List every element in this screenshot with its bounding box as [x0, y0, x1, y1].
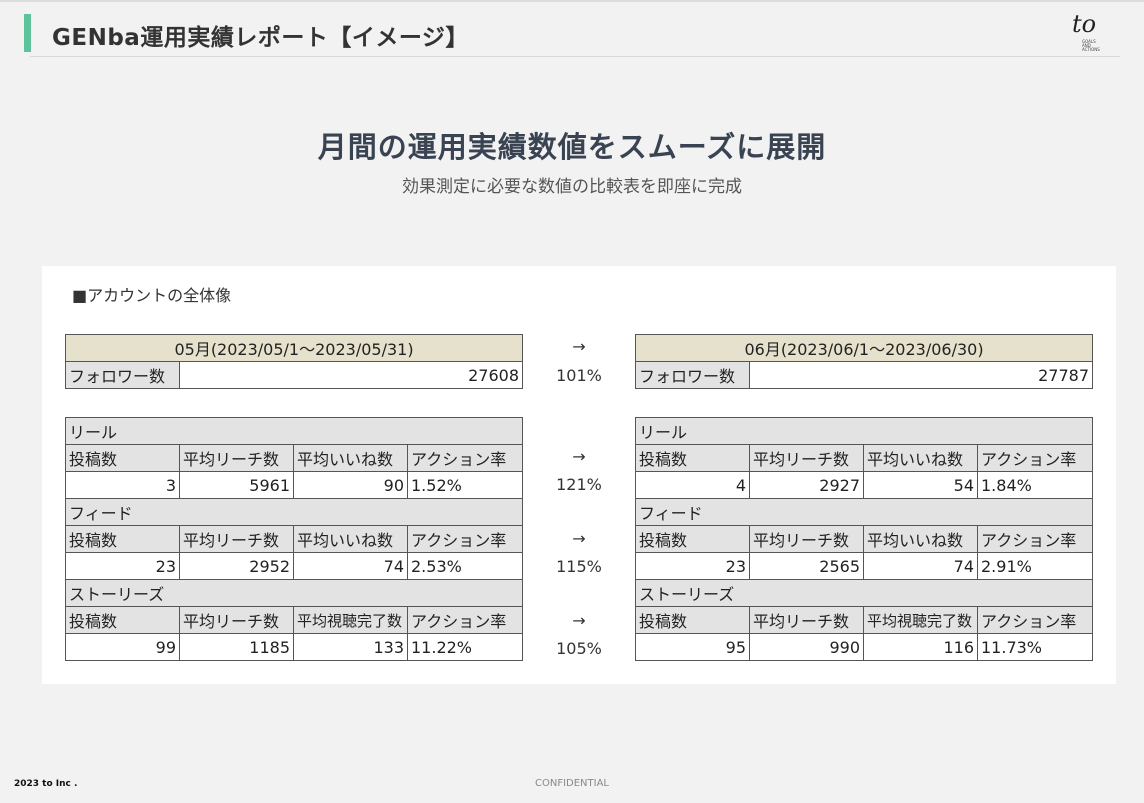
table-cell: 23: [65, 552, 180, 580]
page-title: GENba運用実績レポート【イメージ】: [52, 25, 469, 51]
column-header: 投稿数: [65, 606, 180, 634]
column-header: 平均リーチ数: [179, 606, 294, 634]
feed-ratio: 115%: [556, 557, 602, 576]
column-header: 投稿数: [635, 525, 750, 553]
top-rule: [0, 0, 1144, 2]
column-header: 平均視聴完了数: [863, 606, 978, 634]
column-header: 平均リーチ数: [749, 525, 864, 553]
column-header: 投稿数: [635, 606, 750, 634]
column-header: 平均リーチ数: [179, 525, 294, 553]
column-header: アクション率: [406, 525, 524, 553]
table-cell: 74: [863, 552, 978, 580]
table-cell: 99: [65, 633, 180, 661]
column-header: 投稿数: [65, 444, 180, 472]
right-follower-label: フォロワー数: [635, 361, 750, 389]
section-title: ■アカウントの全体像: [72, 286, 232, 305]
table-cell: 54: [863, 471, 978, 499]
column-header: アクション率: [976, 525, 1094, 553]
table-cell: 11.22%: [406, 633, 524, 661]
column-header: アクション率: [976, 606, 1094, 634]
right-follower-value: 27787: [748, 361, 1094, 389]
arrow-icon: →: [572, 611, 586, 630]
left-period: 05月(2023/05/1～2023/05/31): [64, 334, 524, 362]
left-feed-title: フィード: [64, 498, 524, 526]
logo-tagline-line: ACTIONS: [1082, 47, 1100, 52]
subheadline: 効果測定に必要な数値の比較表を即座に完成: [402, 177, 742, 197]
right-stories-title: ストーリーズ: [634, 579, 1094, 607]
column-header: アクション率: [406, 444, 524, 472]
title-divider: [30, 56, 1120, 57]
table-cell: 2.91%: [976, 552, 1094, 580]
arrow-icon: →: [572, 447, 586, 466]
table-cell: 116: [863, 633, 978, 661]
arrow-icon: →: [572, 337, 586, 356]
column-header: 平均いいね数: [863, 444, 978, 472]
logo-tagline: GOALS AND ACTIONS: [1082, 40, 1100, 52]
table-cell: 2565: [749, 552, 864, 580]
right-metrics-table: リール 投稿数 平均リーチ数 平均いいね数 アクション率 4 2927 54 1…: [634, 417, 1094, 661]
table-cell: 1.84%: [976, 471, 1094, 499]
right-feed-title: フィード: [634, 498, 1094, 526]
column-header: 平均視聴完了数: [293, 606, 408, 634]
follower-ratio: 101%: [556, 366, 602, 385]
table-cell: 1185: [179, 633, 294, 661]
table-cell: 2.53%: [406, 552, 524, 580]
table-cell: 95: [635, 633, 750, 661]
table-cell: 2927: [749, 471, 864, 499]
column-header: 投稿数: [635, 444, 750, 472]
left-metrics-table: リール 投稿数 平均リーチ数 平均いいね数 アクション率 3 5961 90 1…: [64, 417, 524, 661]
right-reel-title: リール: [634, 417, 1094, 445]
table-cell: 5961: [179, 471, 294, 499]
table-cell: 990: [749, 633, 864, 661]
table-cell: 2952: [179, 552, 294, 580]
left-reel-title: リール: [64, 417, 524, 445]
column-header: 投稿数: [65, 525, 180, 553]
logo-tagline-line: AND: [1082, 43, 1091, 48]
table-cell: 3: [65, 471, 180, 499]
column-header: アクション率: [976, 444, 1094, 472]
table-cell: 4: [635, 471, 750, 499]
headline: 月間の運用実績数値をスムーズに展開: [317, 130, 827, 164]
right-period: 06月(2023/06/1～2023/06/30): [634, 334, 1094, 362]
right-follower-table: 06月(2023/06/1～2023/06/30) フォロワー数 27787: [634, 334, 1094, 389]
logo-tagline-line: GOALS: [1082, 39, 1096, 44]
stories-ratio: 105%: [556, 639, 602, 658]
left-follower-label: フォロワー数: [65, 361, 180, 389]
company-logo: to GOALS AND ACTIONS: [1068, 10, 1110, 52]
column-header: アクション率: [406, 606, 524, 634]
column-header: 平均いいね数: [863, 525, 978, 553]
logo-mark: to: [1072, 10, 1097, 38]
left-follower-value: 27608: [178, 361, 524, 389]
column-header: 平均いいね数: [293, 525, 408, 553]
table-cell: 74: [293, 552, 408, 580]
column-header: 平均リーチ数: [179, 444, 294, 472]
table-cell: 90: [293, 471, 408, 499]
confidential-label: CONFIDENTIAL: [534, 778, 609, 789]
left-follower-table: 05月(2023/05/1～2023/05/31) フォロワー数 27608: [64, 334, 524, 389]
column-header: 平均リーチ数: [749, 606, 864, 634]
title-accent-bar: [24, 14, 31, 52]
left-stories-title: ストーリーズ: [64, 579, 524, 607]
arrow-icon: →: [572, 529, 586, 548]
table-cell: 133: [293, 633, 408, 661]
column-header: 平均リーチ数: [749, 444, 864, 472]
table-cell: 1.52%: [406, 471, 524, 499]
table-cell: 11.73%: [976, 633, 1094, 661]
column-header: 平均いいね数: [293, 444, 408, 472]
copyright: 2023 to Inc .: [14, 779, 78, 789]
table-cell: 23: [635, 552, 750, 580]
reel-ratio: 121%: [556, 475, 602, 494]
